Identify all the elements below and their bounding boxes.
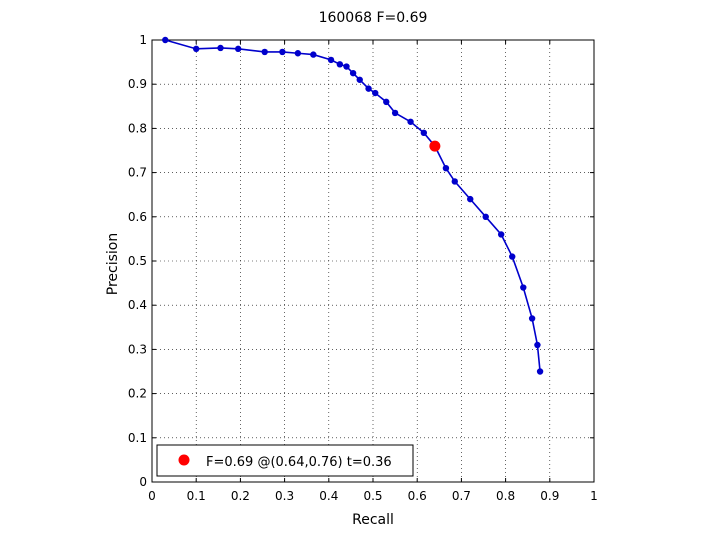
data-point: [451, 178, 458, 185]
data-point: [509, 253, 516, 260]
x-tick-label: 0.7: [452, 489, 471, 503]
y-tick-label: 0.9: [128, 77, 147, 91]
highlight-layer: [429, 140, 441, 152]
y-tick-label: 0: [139, 475, 147, 489]
data-point: [365, 85, 372, 92]
data-point: [528, 315, 536, 322]
y-tick-label: 0.2: [128, 387, 147, 401]
y-tick-label: 0.3: [128, 342, 147, 356]
legend-box: [156, 444, 414, 477]
data-point: [467, 195, 474, 203]
x-tick-label: 0.4: [319, 489, 338, 503]
data-point: [234, 45, 242, 53]
data-point: [356, 76, 363, 83]
x-tick-label: 0.2: [231, 489, 250, 503]
x-tick-label: 0: [148, 489, 156, 503]
x-tick-label: 0.6: [408, 489, 427, 503]
x-tick-label: 0.8: [496, 489, 515, 503]
y-tick-label: 0.7: [128, 166, 147, 180]
x-axis-title: Recall: [352, 512, 394, 528]
x-tick-label: 0.5: [363, 489, 382, 503]
data-point: [193, 45, 200, 53]
y-axis-title: Precision: [105, 233, 121, 295]
data-point: [442, 164, 450, 172]
y-tick-label: 0.8: [128, 121, 147, 135]
axis-ticks: 0 0.1 0.2 0.3 0.4 0.5 0.6 0.7 0.8 0.9 1 0 0.1 0.2 0.3 0…: [128, 33, 598, 503]
chart-title: 160068 F=0.69: [319, 10, 428, 26]
legend-label: F=0.69 @(0.64,0.76) t=0.36: [206, 455, 392, 470]
data-point: [482, 213, 489, 220]
data-point: [407, 118, 414, 125]
grid: [152, 40, 594, 482]
y-tick-label: 1: [139, 33, 147, 47]
x-tick-label: 1: [590, 489, 598, 503]
y-tick-label: 0.1: [128, 431, 147, 445]
data-point: [327, 56, 335, 64]
series-line: [165, 39, 541, 372]
data-point: [162, 36, 169, 44]
data-point: [349, 69, 357, 77]
x-tick-label: 0.3: [275, 489, 294, 503]
data-point: [536, 368, 544, 375]
y-tick-label: 0.6: [128, 210, 147, 224]
data-point: [534, 341, 541, 349]
data-point: [294, 50, 302, 57]
data-point: [343, 63, 350, 70]
data-point: [217, 44, 224, 52]
data-point: [391, 109, 399, 117]
data-point: [420, 129, 428, 137]
data-point: [520, 284, 527, 291]
data-point: [261, 48, 268, 56]
data-point: [310, 51, 317, 58]
data-point: [383, 98, 390, 106]
x-tick-label: 0.9: [540, 489, 559, 503]
y-tick-label: 0.5: [128, 254, 147, 268]
best-f-point: [429, 140, 441, 152]
series-layer: [162, 36, 544, 375]
data-point: [497, 231, 505, 238]
data-point: [372, 89, 379, 97]
data-point: [279, 48, 286, 56]
x-tick-label: 0.1: [187, 489, 206, 503]
legend-marker: [178, 454, 190, 466]
y-tick-label: 0.4: [128, 298, 147, 312]
legend: F=0.69 @(0.64,0.76) t=0.36: [156, 444, 414, 477]
data-point: [336, 61, 344, 68]
